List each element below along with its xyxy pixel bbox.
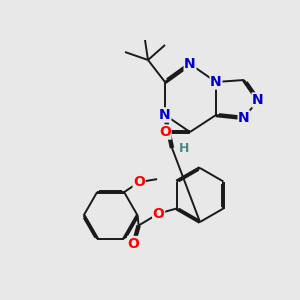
Text: O: O <box>159 125 171 139</box>
Text: N: N <box>184 57 196 71</box>
Text: N: N <box>238 111 250 125</box>
Text: N: N <box>210 75 222 89</box>
Text: H: H <box>179 142 189 154</box>
Text: O: O <box>128 236 140 250</box>
Text: N: N <box>159 108 171 122</box>
Text: O: O <box>133 175 145 189</box>
Text: O: O <box>153 206 165 220</box>
Text: N: N <box>252 93 264 107</box>
